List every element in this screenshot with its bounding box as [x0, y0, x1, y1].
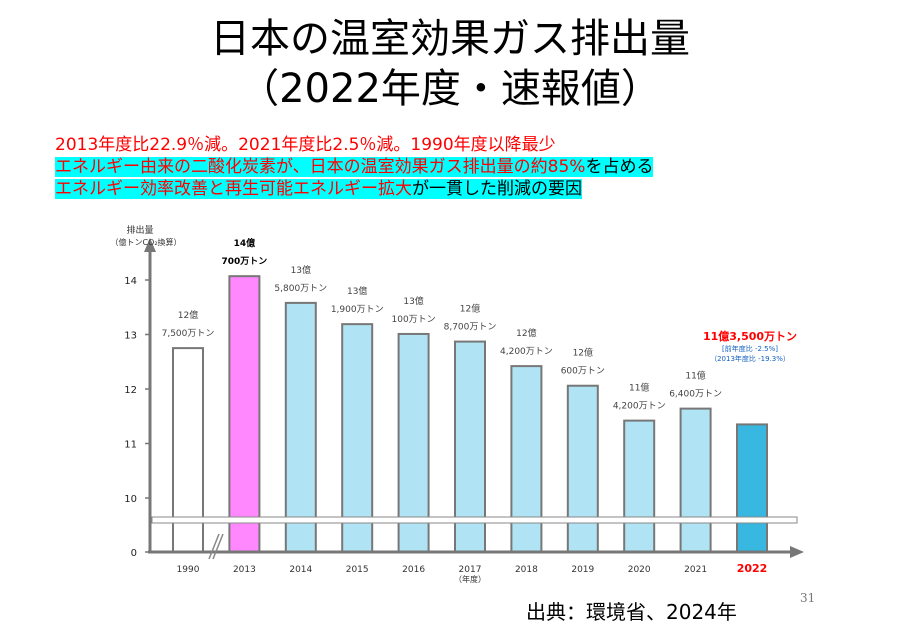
- y-tick-label-12: 12: [124, 385, 137, 396]
- annotation-2022-vs2013: （2013年度比 -19.3%）: [710, 354, 790, 363]
- y-axis-title-line2: （億トンCO₂換算）: [110, 237, 181, 247]
- slide-title: 日本の温室効果ガス排出量: [210, 16, 690, 62]
- y-axis-title-line1: 排出量: [126, 224, 153, 236]
- source-citation: 出典：環境省、2024年: [526, 600, 737, 624]
- x-tick-label-2018: 2018: [515, 565, 538, 575]
- data-label-2019-man: 600万トン: [561, 367, 605, 377]
- y-tick-label-14: 14: [124, 276, 137, 287]
- data-label-2017-man: 8,700万トン: [444, 323, 497, 333]
- data-label-2016-oku: 13億: [403, 295, 423, 307]
- slide-subtitle: （2022年度・速報値）: [239, 66, 661, 112]
- bar-2019: [566, 384, 599, 554]
- y-axis-arrow-icon: [144, 238, 156, 252]
- y-tick-label-0: 0: [131, 548, 137, 559]
- x-tick-label-1990: 1990: [177, 565, 200, 575]
- x-axis-arrow-icon: [790, 546, 804, 558]
- x-tick-label-2021: 2021: [684, 565, 707, 575]
- data-label-2017-oku: 12億: [460, 303, 480, 315]
- bar-2015: [341, 323, 374, 553]
- annotation-2022-yoy: [前年度比 -2.5%]: [722, 344, 778, 353]
- y-tick-label-10: 10: [124, 494, 137, 505]
- data-label-2018-oku: 12億: [516, 327, 536, 339]
- y-tick-label-13: 13: [124, 331, 137, 342]
- x-tick-label-2020: 2020: [628, 565, 651, 575]
- x-tick-label-2015: 2015: [346, 565, 369, 575]
- data-label-2020-man: 4,200万トン: [613, 402, 666, 412]
- data-label-1990-oku: 12億: [178, 309, 198, 321]
- data-label-2016-man: 100万トン: [392, 315, 436, 325]
- data-label-2015-oku: 13億: [347, 285, 367, 297]
- x-tick-label-2022: 2022: [737, 562, 768, 575]
- data-label-2013-oku: 14億: [234, 237, 256, 249]
- x-tick-label-2019: 2019: [571, 565, 594, 575]
- bar-2016: [397, 332, 430, 553]
- note-energy-share: エネルギー由来の二酸化炭素が、日本の温室効果ガス排出量の約85%を占める: [55, 157, 654, 178]
- data-label-2019-oku: 12億: [573, 347, 593, 359]
- x-tick-label-2014: 2014: [289, 565, 312, 575]
- data-label-2015-man: 1,900万トン: [331, 305, 384, 315]
- note-reduction-summary: 2013年度比22.9％減。2021年度比2.5％減。1990年度以降最少: [55, 135, 556, 155]
- note-factors-suffix: が一貫した削減の要因: [412, 179, 582, 199]
- annotation-2022-main: 11億3,500万トン: [703, 329, 797, 343]
- page-number: 31: [800, 591, 816, 605]
- note-factors-text: エネルギー効率改善と再生可能エネルギー拡大: [55, 179, 412, 199]
- note-reduction-factors: エネルギー効率改善と再生可能エネルギー拡大が一貫した削減の要因: [55, 179, 582, 200]
- data-label-2018-man: 4,200万トン: [500, 347, 553, 357]
- axis-break-band: [151, 516, 798, 524]
- note-energy-share-text: エネルギー由来の二酸化炭素が、日本の温室効果ガス排出量の約: [55, 157, 548, 177]
- axis-break-slash: [212, 533, 224, 560]
- bar-2021: [679, 407, 712, 553]
- axis-break-slash: [208, 533, 220, 560]
- x-tick-label-2017: 2017: [459, 565, 482, 575]
- data-label-2013-man: 700万トン: [222, 256, 268, 267]
- data-label-2020-oku: 11億: [629, 382, 649, 394]
- data-label-2021-man: 6,400万トン: [669, 390, 722, 400]
- note-energy-share-percent: 85%: [547, 157, 586, 177]
- y-tick-label-11: 11: [124, 440, 137, 451]
- data-label-2021-oku: 11億: [685, 370, 705, 382]
- bar-2020: [623, 419, 656, 553]
- bar-2022: [736, 423, 768, 553]
- data-label-2014-man: 5,800万トン: [274, 284, 327, 294]
- bar-2013: [228, 275, 261, 553]
- data-label-1990-man: 7,500万トン: [162, 329, 215, 339]
- x-tick-label-2013: 2013: [233, 565, 256, 575]
- bar-2018: [510, 365, 543, 553]
- x-tick-label-2016: 2016: [402, 565, 425, 575]
- x-axis-title: （年度）: [454, 574, 486, 584]
- data-label-2014-oku: 13億: [291, 264, 311, 276]
- bar-2014: [284, 301, 317, 554]
- note-energy-share-suffix: を占める: [585, 157, 654, 177]
